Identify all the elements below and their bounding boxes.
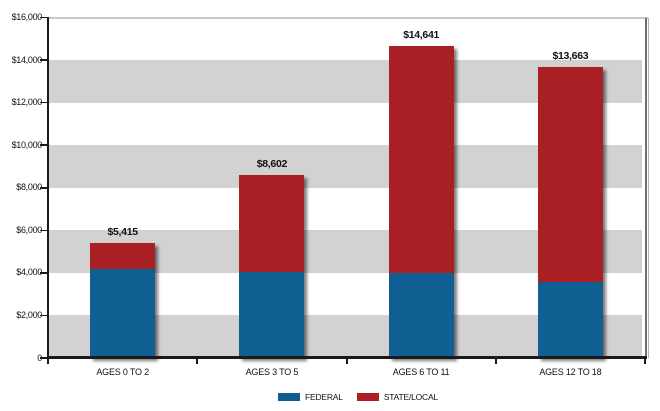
legend-item: FEDERAL [278, 392, 343, 402]
bar-group [537, 67, 603, 358]
bar-segment-federal [239, 271, 305, 358]
legend-swatch [356, 393, 379, 401]
bar-total-label: $13,663 [552, 50, 589, 63]
plot-area: $5,415 $8,602 $14,641 $13,663 [40, 16, 649, 364]
y-axis-tick-label: $10,000 [11, 139, 43, 150]
legend-swatch [278, 393, 300, 401]
x-axis-category-label: AGES 3 TO 5 [245, 367, 299, 377]
y-axis-tick [40, 16, 47, 19]
plot-right-border [645, 17, 647, 358]
y-axis-tick [40, 59, 47, 61]
y-axis-tick [40, 314, 47, 317]
y-axis-tick-label: $8,000 [16, 182, 42, 193]
x-axis-line [46, 356, 647, 359]
y-axis-tick [40, 229, 47, 232]
bar-group [239, 174, 305, 358]
y-axis-tick [40, 144, 47, 146]
legend-label: STATE/LOCAL [383, 392, 438, 402]
x-axis-tick [494, 358, 497, 364]
bar-segment-federal [537, 282, 603, 358]
y-axis-tick-label: $12,000 [11, 97, 43, 108]
y-axis-tick-label: $14,000 [11, 54, 43, 65]
y-axis-tick [40, 187, 47, 189]
legend: FEDERAL STATE/LOCAL [56, 390, 660, 404]
y-axis-tick [40, 101, 47, 104]
bar-segment-federal [388, 272, 454, 358]
top-gridline [48, 17, 648, 19]
y-axis-tick-label: $2,000 [16, 309, 42, 320]
bar-segment-state-local [90, 242, 156, 269]
x-axis-tick [345, 358, 348, 364]
y-axis-tick [40, 272, 47, 274]
legend-label: FEDERAL [305, 392, 343, 402]
bar-group [388, 46, 454, 358]
y-axis-line [46, 16, 49, 364]
y-axis-tick-label: $6,000 [16, 224, 42, 235]
y-axis-tick-label: $16,000 [11, 12, 43, 22]
x-axis-category-label: AGES 0 TO 2 [96, 367, 149, 377]
y-axis-tick [40, 357, 47, 359]
legend-item: STATE/LOCAL [356, 392, 438, 402]
bar-group [90, 242, 156, 358]
plot-right-border-highlight [647, 17, 649, 358]
bar-segment-state-local [239, 174, 305, 272]
bar-total-label: $14,641 [403, 29, 440, 42]
x-axis-tick [644, 358, 646, 364]
x-axis-category-label: AGES 12 TO 18 [539, 367, 602, 377]
bar-segment-state-local [388, 46, 454, 273]
x-axis-category-label: AGES 6 TO 11 [392, 367, 450, 377]
x-axis-tick [196, 358, 199, 364]
bar-segment-federal [90, 268, 156, 358]
bar-total-label: $5,415 [107, 225, 138, 238]
bar-total-label: $8,602 [256, 157, 288, 170]
y-axis-tick-label: 0 [0, 353, 42, 364]
bar-segment-state-local [537, 67, 603, 283]
y-axis-tick-label: $4,000 [16, 267, 42, 278]
